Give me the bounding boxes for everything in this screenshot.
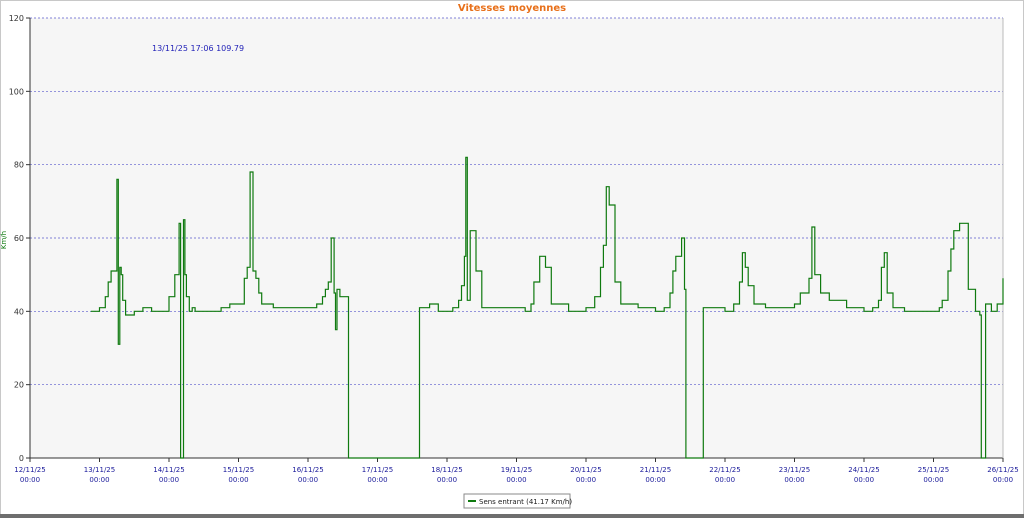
- x-tick-time: 00:00: [89, 476, 109, 484]
- x-tick-time: 00:00: [993, 476, 1013, 484]
- series-lines: [90, 156, 1004, 459]
- y-axis-label: Km/h: [0, 231, 8, 249]
- x-tick-date: 25/11/25: [918, 466, 949, 474]
- x-tick-time: 00:00: [715, 476, 735, 484]
- x-tick-time: 00:00: [576, 476, 596, 484]
- x-tick-date: 17/11/25: [362, 466, 393, 474]
- x-tick-time: 00:00: [784, 476, 804, 484]
- x-tick-date: 19/11/25: [501, 466, 532, 474]
- x-tick-date: 15/11/25: [223, 466, 254, 474]
- x-tick-time: 00:00: [437, 476, 457, 484]
- x-tick-time: 00:00: [228, 476, 248, 484]
- legend-label: Sens entrant (41.17 Km/h): [479, 498, 572, 506]
- x-tick-time: 00:00: [159, 476, 179, 484]
- x-tick-time: 00:00: [854, 476, 874, 484]
- series-line-0: [90, 156, 1004, 459]
- y-tick-label-60: 60: [14, 234, 24, 243]
- chart-title: Vitesses moyennes: [458, 3, 566, 14]
- x-tick-time: 00:00: [923, 476, 943, 484]
- x-tick-date: 21/11/25: [640, 466, 671, 474]
- x-tick-time: 00:00: [20, 476, 40, 484]
- x-tick-labels: 12/11/25 00:00 13/11/25 00:00 14/11/25 00:00 1…: [14, 458, 1019, 484]
- x-tick-time: 00:00: [298, 476, 318, 484]
- y-tick-label-0: 0: [19, 454, 24, 463]
- x-tick-date: 13/11/25: [84, 466, 115, 474]
- window-bottom-bar: [0, 514, 1024, 518]
- x-tick-date: 24/11/25: [848, 466, 879, 474]
- legend[interactable]: Sens entrant (41.17 Km/h): [463, 493, 572, 509]
- x-tick-time: 00:00: [645, 476, 665, 484]
- y-tick-label-100: 100: [9, 87, 24, 96]
- chart-annotation: 13/11/25 17:06 109.79: [152, 44, 244, 53]
- x-tick-date: 26/11/25: [987, 466, 1018, 474]
- y-tick-label-40: 40: [14, 307, 24, 316]
- legend-box: [463, 493, 571, 509]
- x-tick-date: 20/11/25: [570, 466, 601, 474]
- x-tick-date: 12/11/25: [14, 466, 45, 474]
- x-tick-date: 22/11/25: [709, 466, 740, 474]
- y-tick-label-120: 120: [9, 14, 24, 23]
- x-tick-date: 14/11/25: [153, 466, 184, 474]
- y-tick-label-80: 80: [14, 161, 24, 170]
- x-tick-date: 16/11/25: [292, 466, 323, 474]
- y-tick-label-20: 20: [14, 381, 24, 390]
- x-tick-date: 23/11/25: [779, 466, 810, 474]
- y-tick-labels: 0 20 40 60 80 100 120: [9, 14, 30, 463]
- x-tick-time: 00:00: [506, 476, 526, 484]
- plot-area: [30, 18, 1003, 458]
- x-tick-time: 00:00: [367, 476, 387, 484]
- x-tick-date: 18/11/25: [431, 466, 462, 474]
